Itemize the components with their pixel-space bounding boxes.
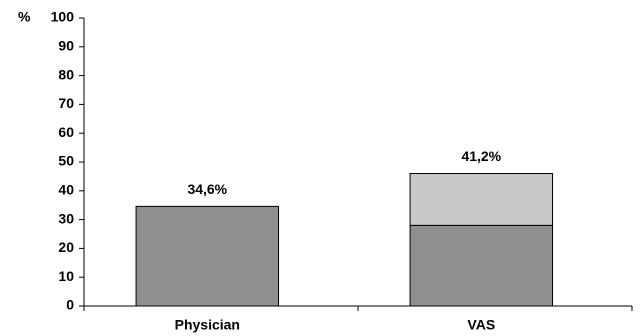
bar [409, 173, 554, 226]
bar [409, 224, 554, 307]
bar [135, 205, 280, 307]
y-tick-label: 0 [66, 297, 74, 313]
y-tick-label: 50 [58, 153, 74, 169]
y-tick-label: 20 [58, 239, 74, 255]
y-tick-label: 70 [58, 95, 74, 111]
y-tick-label: 80 [58, 66, 74, 82]
bar-annotation: 41,2% [461, 148, 501, 164]
y-tick-label: 100 [51, 9, 75, 25]
y-tick-label: 30 [58, 210, 74, 226]
y-axis-label: % [18, 9, 31, 25]
y-tick-label: 10 [58, 268, 74, 284]
bar-annotation: 34,6% [187, 181, 227, 197]
y-tick-label: 40 [58, 182, 74, 198]
x-tick-label: VAS [467, 317, 495, 333]
y-tick-label: 90 [58, 38, 74, 54]
y-tick-label: 60 [58, 124, 74, 140]
x-tick-label: Physician [175, 317, 240, 333]
